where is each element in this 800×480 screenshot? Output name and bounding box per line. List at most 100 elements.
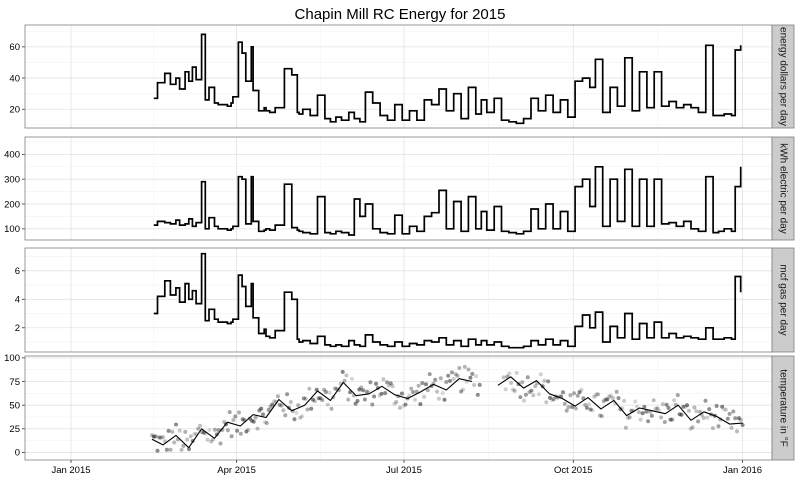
temperature-point	[509, 381, 514, 385]
temperature-point	[311, 397, 315, 402]
temperature-point	[470, 371, 475, 376]
temperature-point	[344, 373, 349, 378]
step-series-line	[153, 165, 742, 236]
temperature-point	[416, 383, 421, 388]
y-tick-label: 2	[15, 323, 20, 334]
y-tick-label: 100	[4, 224, 20, 235]
temperature-point	[531, 393, 536, 398]
temperature-point	[196, 426, 201, 431]
temperature-point	[736, 416, 741, 421]
temperature-point	[179, 447, 184, 452]
temperature-point	[705, 415, 710, 420]
temperature-point	[205, 437, 210, 442]
temperature-point	[225, 428, 230, 433]
temperature-point	[644, 409, 649, 414]
temperature-point	[177, 428, 182, 433]
temperature-point	[698, 409, 702, 414]
temperature-point	[420, 381, 425, 386]
temperature-point	[325, 402, 330, 407]
temperature-point	[249, 418, 254, 423]
temperature-point	[227, 410, 232, 415]
temperature-point	[686, 408, 691, 413]
temperature-point	[220, 427, 225, 432]
temperature-point	[294, 410, 299, 415]
x-tick-label: Oct 2015	[554, 465, 593, 476]
temperature-point	[594, 392, 599, 397]
temperature-point	[664, 402, 669, 407]
temperature-point	[209, 439, 214, 444]
temperature-point	[442, 397, 447, 402]
temperature-point	[244, 429, 249, 434]
temperature-point	[729, 425, 734, 430]
temperature-point	[436, 396, 441, 401]
temperature-point	[646, 419, 651, 424]
temperature-point	[268, 404, 273, 409]
temperature-point	[716, 424, 721, 429]
chart-title: Chapin Mill RC Energy for 2015	[295, 6, 506, 23]
temperature-point	[170, 429, 175, 434]
temperature-point	[627, 415, 632, 420]
temperature-point	[677, 412, 682, 417]
temperature-point	[546, 379, 551, 384]
facet-strip	[771, 247, 795, 353]
temperature-point	[370, 402, 375, 407]
y-tick-label: 75	[9, 377, 20, 388]
temperature-point	[649, 413, 654, 418]
temperature-point	[374, 381, 378, 386]
temperature-point	[511, 387, 515, 392]
temperature-point	[583, 403, 588, 407]
temperature-point	[155, 448, 160, 453]
temperature-point	[303, 396, 308, 401]
temperature-point	[592, 394, 597, 399]
y-tick-label: 400	[4, 150, 20, 161]
temperature-point	[660, 402, 665, 406]
temperature-point	[233, 414, 238, 419]
temperature-point	[292, 417, 297, 422]
temperature-point	[327, 390, 332, 395]
data-layer	[153, 165, 742, 236]
y-tick-label: 40	[9, 73, 20, 84]
temperature-point	[681, 404, 686, 409]
temperature-point	[568, 393, 573, 398]
step-series-line	[153, 33, 742, 125]
temperature-point	[414, 389, 419, 394]
temperature-point	[461, 387, 465, 392]
temperature-point	[475, 392, 480, 397]
temperature-point	[586, 402, 591, 407]
temperature-point	[598, 413, 602, 418]
temperature-point	[188, 434, 193, 439]
temperature-point	[533, 384, 538, 389]
temperature-point	[440, 391, 445, 395]
temperature-point	[264, 421, 269, 425]
x-tick-label: Apr 2015	[217, 465, 256, 476]
x-tick-label: Jan 2016	[723, 465, 762, 476]
temperature-point	[573, 406, 578, 411]
temperature-point	[588, 407, 593, 412]
temperature-point	[222, 419, 227, 424]
temperature-point	[262, 420, 267, 425]
temperature-point	[640, 411, 645, 416]
panel-background	[25, 25, 772, 128]
temperature-point	[318, 396, 323, 401]
temperature-smooth-line	[151, 376, 743, 449]
temperature-point	[270, 402, 275, 407]
y-tick-label: 60	[9, 42, 20, 53]
temperature-point	[459, 389, 464, 394]
temperature-point	[714, 404, 719, 408]
temperature-point	[633, 399, 638, 404]
temperature-point	[157, 435, 162, 440]
temperature-point	[468, 375, 473, 380]
temperature-point	[455, 373, 460, 378]
temperature-point	[187, 447, 191, 452]
facet-strip-label: temperature in °F	[778, 369, 789, 446]
temperature-point	[368, 380, 373, 385]
temperature-point	[457, 366, 462, 370]
temperature-point	[703, 398, 708, 403]
temperature-point	[235, 428, 240, 433]
temperature-point	[444, 380, 449, 384]
temperature-point	[651, 398, 656, 403]
temperature-point	[668, 417, 673, 422]
panel-background	[25, 248, 772, 352]
temperature-point	[570, 405, 575, 409]
